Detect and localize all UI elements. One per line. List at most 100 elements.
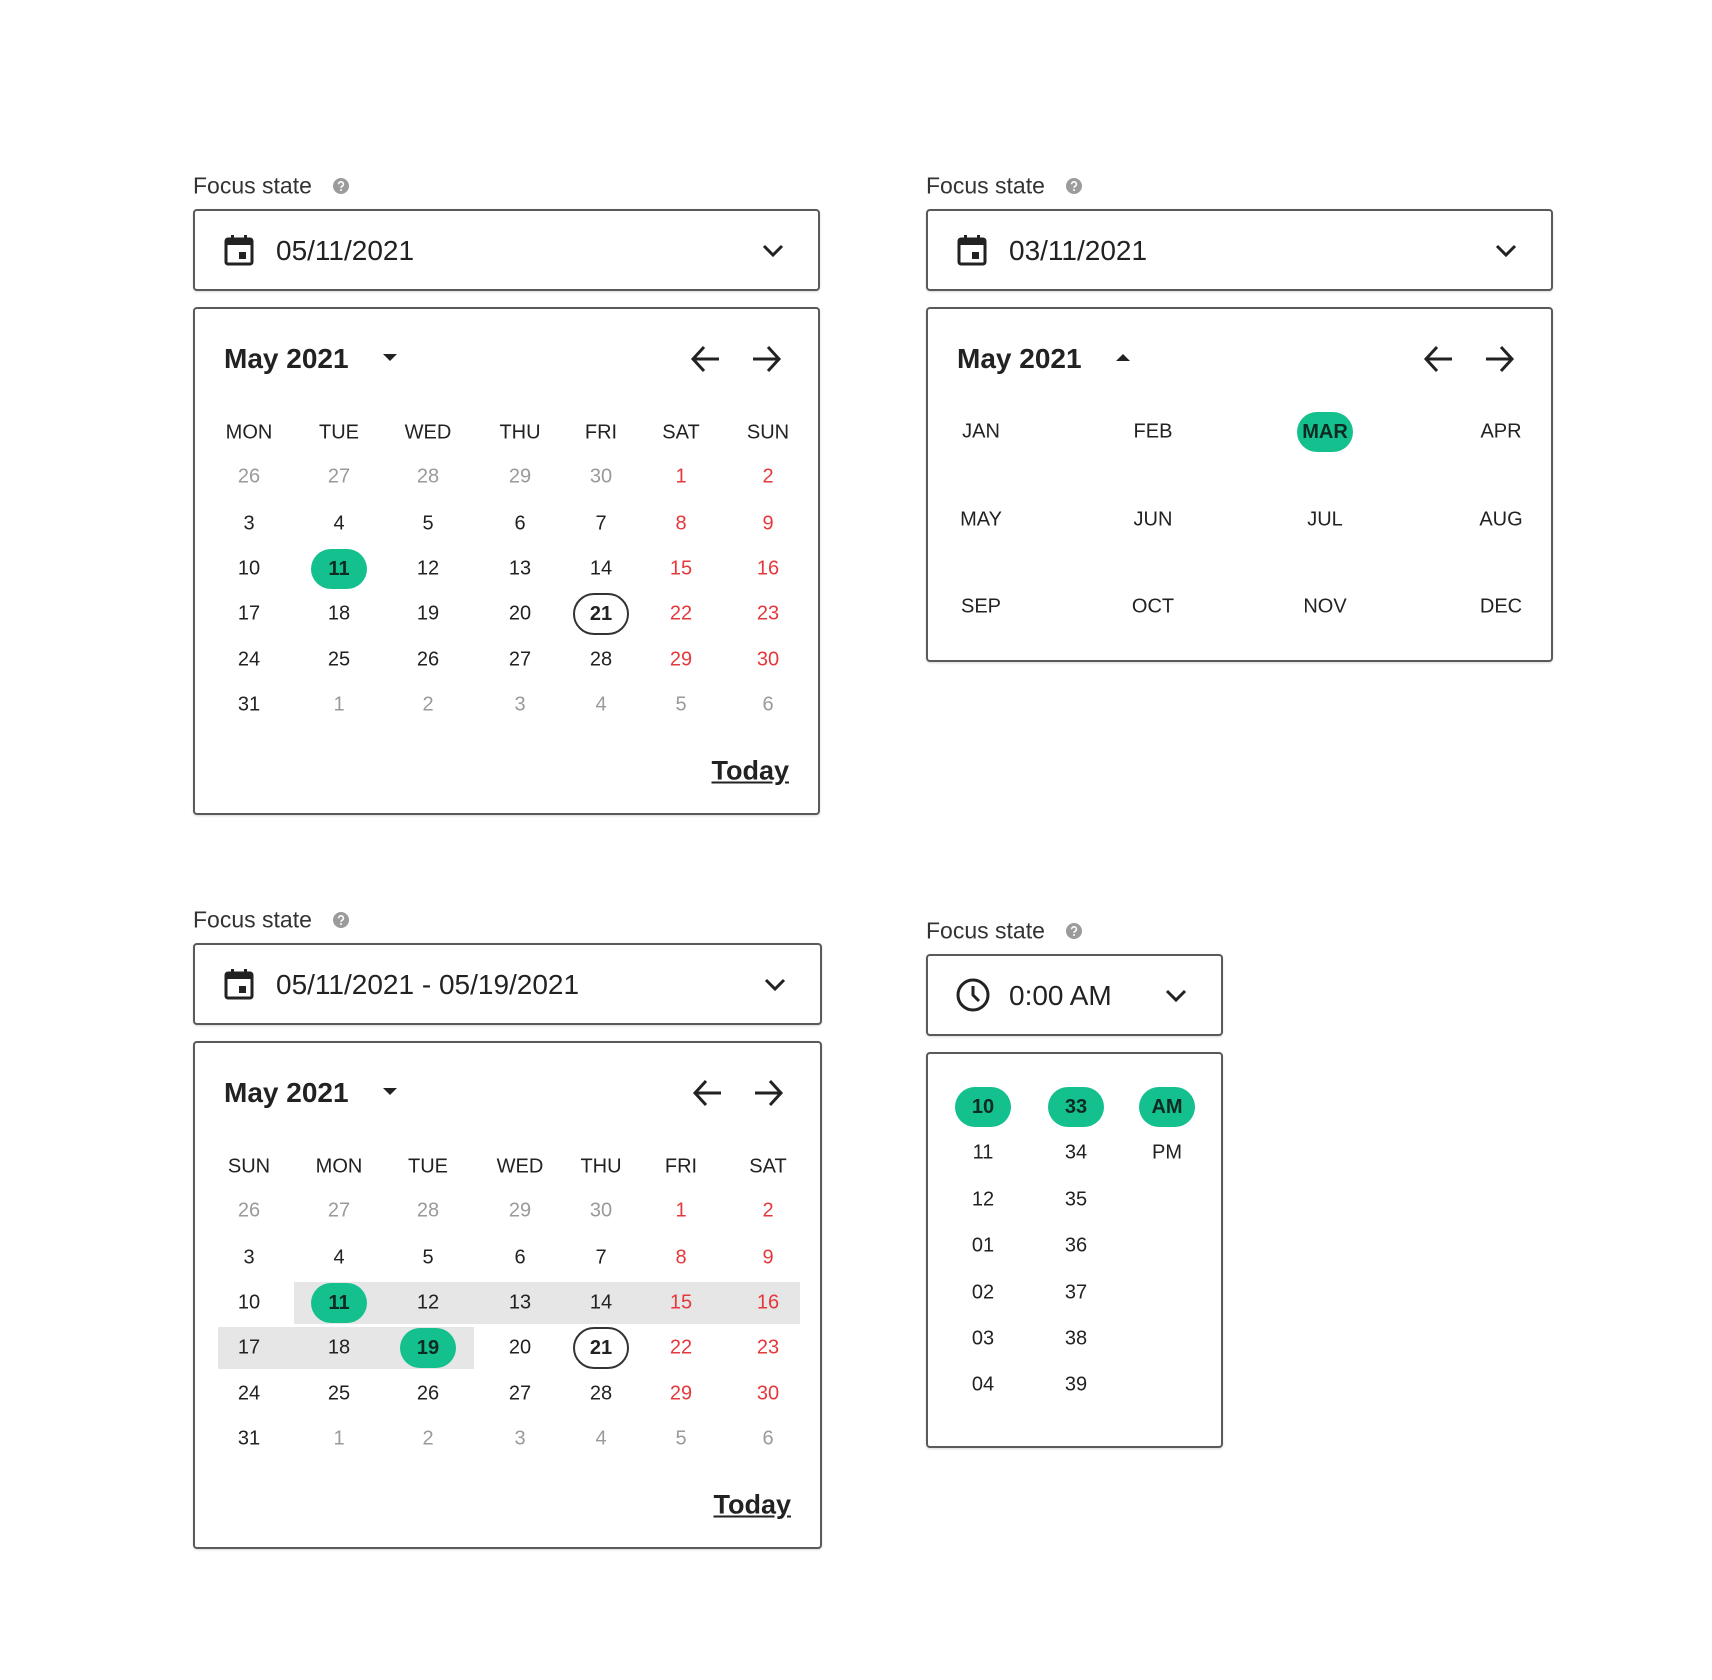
time-cell[interactable]: 36 — [1064, 1234, 1088, 1257]
day-cell[interactable]: 27 — [508, 1382, 532, 1405]
day-cell[interactable]: 30 — [589, 1199, 613, 1222]
day-cell[interactable]: 18 — [327, 1336, 351, 1359]
day-cell[interactable]: 2 — [762, 1199, 774, 1222]
input-field[interactable] — [926, 954, 1223, 1036]
day-cell[interactable]: 21 — [573, 593, 629, 635]
day-cell[interactable]: 30 — [756, 648, 780, 671]
day-cell[interactable]: 3 — [514, 1427, 526, 1450]
day-cell[interactable]: 31 — [237, 1427, 261, 1450]
month-cell[interactable]: JAN — [962, 420, 1000, 443]
day-cell[interactable]: 5 — [675, 693, 687, 716]
day-cell[interactable]: 25 — [327, 1382, 351, 1405]
time-cell[interactable]: 35 — [1064, 1188, 1088, 1211]
day-cell[interactable]: 6 — [762, 693, 774, 716]
month-cell[interactable]: FEB — [1133, 420, 1173, 443]
today-link[interactable]: Today — [713, 1489, 791, 1520]
next-arrow[interactable] — [1485, 345, 1515, 373]
day-cell[interactable]: 30 — [756, 1382, 780, 1405]
day-cell[interactable]: 22 — [669, 1336, 693, 1359]
day-cell[interactable]: 10 — [237, 557, 261, 580]
day-cell[interactable]: 24 — [237, 1382, 261, 1405]
day-cell[interactable]: 10 — [237, 1291, 261, 1314]
time-cell[interactable]: 02 — [971, 1281, 995, 1304]
day-cell[interactable]: 2 — [422, 1427, 434, 1450]
day-cell[interactable]: 12 — [416, 1291, 440, 1314]
day-cell[interactable]: 6 — [762, 1427, 774, 1450]
time-cell[interactable]: 39 — [1064, 1373, 1088, 1396]
month-cell[interactable]: AUG — [1479, 508, 1523, 531]
day-cell[interactable]: 1 — [333, 693, 345, 716]
day-cell[interactable]: 17 — [237, 1336, 261, 1359]
day-cell[interactable]: 18 — [327, 602, 351, 625]
day-cell[interactable]: 26 — [237, 1199, 261, 1222]
dropdown-chevron[interactable] — [1165, 987, 1187, 1004]
day-cell[interactable]: 21 — [573, 1327, 629, 1369]
day-cell[interactable]: 16 — [756, 557, 780, 580]
day-cell[interactable]: 3 — [243, 1246, 255, 1269]
time-cell[interactable]: 01 — [971, 1234, 995, 1257]
time-cell[interactable]: 38 — [1064, 1327, 1088, 1350]
day-cell[interactable]: 17 — [237, 602, 261, 625]
day-cell[interactable]: 15 — [669, 557, 693, 580]
expand-caret[interactable] — [383, 354, 397, 361]
day-cell[interactable]: 30 — [589, 465, 613, 488]
day-cell[interactable]: 27 — [327, 1199, 351, 1222]
day-cell[interactable]: 14 — [589, 1291, 613, 1314]
previous-arrow[interactable] — [690, 345, 720, 373]
day-cell[interactable]: 8 — [675, 512, 687, 535]
day-cell[interactable]: 5 — [422, 1246, 434, 1269]
month-cell[interactable]: APR — [1480, 420, 1522, 443]
month-cell[interactable]: OCT — [1131, 595, 1175, 618]
day-cell[interactable]: 9 — [762, 512, 774, 535]
dropdown-chevron[interactable] — [764, 976, 786, 993]
day-cell[interactable]: 29 — [669, 648, 693, 671]
input-field[interactable] — [926, 209, 1553, 291]
month-cell[interactable]: MAR — [1297, 412, 1353, 452]
time-cell[interactable]: 04 — [971, 1373, 995, 1396]
day-cell[interactable]: 27 — [327, 465, 351, 488]
day-cell[interactable]: 29 — [508, 465, 532, 488]
dropdown-chevron[interactable] — [1495, 242, 1517, 259]
month-cell[interactable]: SEP — [960, 595, 1002, 618]
time-cell[interactable]: 37 — [1064, 1281, 1088, 1304]
day-cell[interactable]: 6 — [514, 512, 526, 535]
next-arrow[interactable] — [752, 345, 782, 373]
day-cell[interactable]: 15 — [669, 1291, 693, 1314]
day-cell[interactable]: 19 — [416, 602, 440, 625]
day-cell[interactable]: 4 — [595, 693, 607, 716]
day-cell[interactable]: 29 — [669, 1382, 693, 1405]
day-cell[interactable]: 25 — [327, 648, 351, 671]
day-cell[interactable]: 13 — [508, 557, 532, 580]
today-link[interactable]: Today — [711, 755, 789, 786]
day-cell[interactable]: 29 — [508, 1199, 532, 1222]
day-cell[interactable]: 1 — [675, 1199, 687, 1222]
day-cell[interactable]: 26 — [416, 648, 440, 671]
day-cell[interactable]: 22 — [669, 602, 693, 625]
previous-arrow[interactable] — [692, 1079, 722, 1107]
time-cell[interactable]: 03 — [971, 1327, 995, 1350]
day-cell[interactable]: 19 — [400, 1328, 456, 1368]
day-cell[interactable]: 27 — [508, 648, 532, 671]
time-cell[interactable]: 10 — [955, 1087, 1011, 1127]
day-cell[interactable]: 9 — [762, 1246, 774, 1269]
time-cell[interactable]: PM — [1152, 1141, 1182, 1164]
month-cell[interactable]: JUL — [1307, 508, 1343, 531]
expand-caret[interactable] — [383, 1088, 397, 1095]
day-cell[interactable]: 1 — [675, 465, 687, 488]
day-cell[interactable]: 24 — [237, 648, 261, 671]
month-cell[interactable]: JUN — [1133, 508, 1173, 531]
month-cell[interactable]: MAY — [960, 508, 1002, 531]
day-cell[interactable]: 5 — [422, 512, 434, 535]
day-cell[interactable]: 16 — [756, 1291, 780, 1314]
day-cell[interactable]: 8 — [675, 1246, 687, 1269]
day-cell[interactable]: 23 — [756, 1336, 780, 1359]
day-cell[interactable]: 12 — [416, 557, 440, 580]
day-cell[interactable]: 4 — [333, 1246, 345, 1269]
day-cell[interactable]: 1 — [333, 1427, 345, 1450]
day-cell[interactable]: 20 — [508, 602, 532, 625]
day-cell[interactable]: 2 — [762, 465, 774, 488]
day-cell[interactable]: 7 — [595, 512, 607, 535]
day-cell[interactable]: 7 — [595, 1246, 607, 1269]
day-cell[interactable]: 31 — [237, 693, 261, 716]
day-cell[interactable]: 13 — [508, 1291, 532, 1314]
